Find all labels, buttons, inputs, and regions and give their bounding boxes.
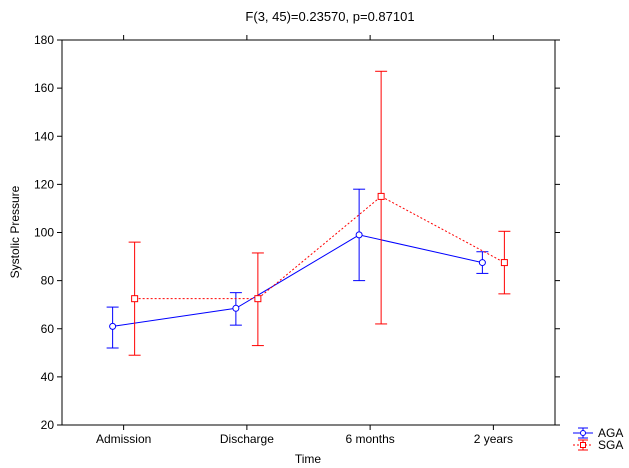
data-point xyxy=(109,322,117,330)
legend-swatch xyxy=(573,427,593,439)
legend-marker xyxy=(580,442,586,448)
series-sga xyxy=(128,70,511,356)
x-axis: Admission Discharge 6 months 2 years xyxy=(96,35,513,446)
chart-title: F(3, 45)=0.23570, p=0.87101 xyxy=(245,9,414,24)
x-tick-label: Admission xyxy=(96,432,151,446)
data-point xyxy=(377,192,385,200)
data-point xyxy=(232,304,240,312)
y-tick-label: 20 xyxy=(41,418,55,432)
legend-label: SGA xyxy=(598,438,623,452)
legend-item-sga: SGA xyxy=(573,438,623,452)
data-point xyxy=(500,259,508,267)
data-point xyxy=(131,295,139,303)
y-axis: 20 40 60 80 100 120 140 160 180 xyxy=(34,33,560,432)
legend-marker xyxy=(580,430,586,436)
y-tick-label: 80 xyxy=(41,274,55,288)
y-axis-title: Systolic Pressure xyxy=(8,185,22,278)
y-tick-label: 100 xyxy=(34,226,54,240)
legend-item-aga: AGA xyxy=(573,426,623,440)
series-aga xyxy=(106,188,489,349)
plot-area-frame xyxy=(61,39,556,426)
y-tick-label: 60 xyxy=(41,322,55,336)
y-tick-label: 180 xyxy=(34,33,54,47)
series-line xyxy=(134,195,505,300)
x-tick-label: Discharge xyxy=(220,432,274,446)
y-tick-label: 120 xyxy=(34,177,54,191)
y-tick-label: 160 xyxy=(34,81,54,95)
legend-swatch xyxy=(573,439,593,451)
y-tick-label: 40 xyxy=(41,370,55,384)
series-line xyxy=(112,234,483,327)
data-point xyxy=(355,231,363,239)
x-tick-label: 6 months xyxy=(345,432,394,446)
x-axis-title: Time xyxy=(295,452,322,466)
data-point xyxy=(478,259,486,267)
legend-label: AGA xyxy=(598,426,623,440)
series-layer xyxy=(106,70,511,356)
y-tick-label: 140 xyxy=(34,129,54,143)
data-point xyxy=(254,295,262,303)
x-tick-label: 2 years xyxy=(474,432,513,446)
